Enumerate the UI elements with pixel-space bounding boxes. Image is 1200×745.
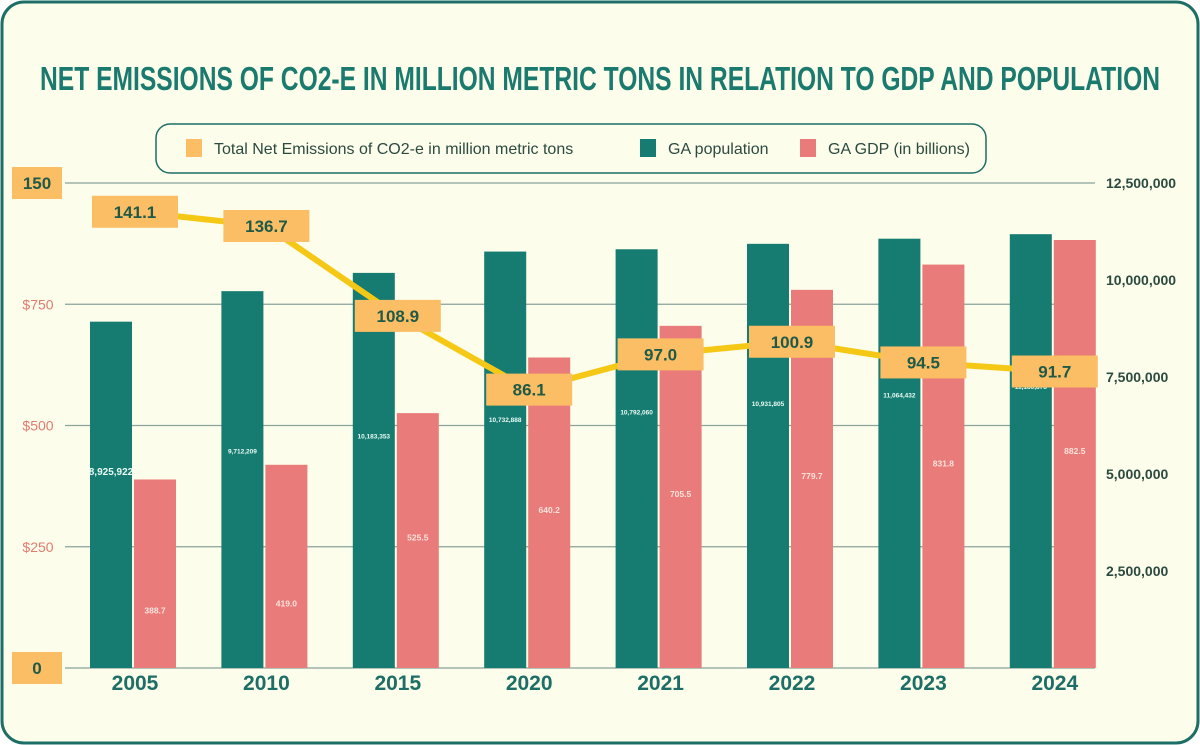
emissions-label-box: [354, 299, 441, 332]
emissions-label-box: [880, 346, 967, 379]
right-tick-label: 10,000,000: [1106, 272, 1176, 288]
population-bar: [878, 238, 921, 668]
x-tick-label: 2024: [1031, 672, 1078, 695]
emissions-label-box: [486, 373, 573, 406]
gdp-bar: [1053, 239, 1096, 669]
emissions-data-label: 97.0: [644, 345, 677, 364]
gdp-data-label: 705.5: [670, 489, 692, 499]
population-bar: [747, 243, 789, 669]
gdp-bar: [922, 264, 965, 668]
gdp-data-label: 388.7: [144, 606, 166, 616]
gdp-data-label: 525.5: [407, 533, 429, 543]
population-data-label: 10,183,353: [358, 433, 391, 440]
x-tick-label: 2005: [112, 672, 159, 695]
gdp-data-label: 882.5: [1064, 446, 1086, 456]
population-data-label: 8,925,922: [89, 467, 134, 478]
population-data-label: 11,180,878: [1015, 384, 1048, 391]
gdp-data-label: 831.8: [933, 458, 955, 468]
legend-label-emissions: Total Net Emissions of CO2-e in million …: [214, 141, 573, 158]
population-bar: [615, 249, 658, 668]
emissions-data-label: 86.1: [513, 381, 546, 400]
population-data-label: 10,931,805: [752, 401, 785, 408]
right-tick-label: 12,500,000: [1106, 175, 1176, 191]
emissions-label-box: [223, 210, 310, 243]
legend-label-gdp: GA GDP (in billions): [828, 141, 970, 158]
emissions-data-label: 94.5: [907, 353, 940, 372]
gdp-bar: [528, 357, 571, 668]
population-bar: [484, 251, 527, 668]
legend-swatch-population: [640, 139, 656, 157]
emissions-data-label: 91.7: [1038, 363, 1071, 382]
gdp-bar: [134, 479, 176, 668]
population-data-label: 10,732,888: [489, 417, 522, 424]
gdp-data-label: 779.7: [801, 471, 823, 481]
gdp-bar: [265, 464, 308, 668]
population-bar: [221, 291, 264, 668]
population-data-label: 9,712,209: [228, 449, 257, 456]
gdp-data-label: 419.0: [276, 598, 298, 608]
emissions-tick-box: [12, 652, 62, 684]
emissions-tick-label: 0: [32, 659, 41, 678]
emissions-label-box: [749, 325, 835, 358]
legend-label-population: GA population: [668, 141, 769, 158]
emissions-data-label: 100.9: [771, 333, 814, 352]
x-tick-label: 2020: [506, 672, 553, 695]
gdp-bar: [659, 325, 702, 668]
population-data-label: 11,064,432: [883, 392, 916, 399]
legend-box: [155, 123, 987, 174]
x-tick-label: 2023: [900, 672, 947, 695]
right-tick-label: 5,000,000: [1106, 466, 1168, 482]
emissions-label-box: [1011, 355, 1098, 388]
emissions-data-label: 108.9: [377, 307, 420, 326]
legend-swatch-emissions: [186, 139, 202, 157]
x-tick-label: 2015: [374, 672, 421, 695]
gdp-tick-label: $500: [22, 418, 53, 434]
population-data-label: 10,792,060: [620, 410, 653, 417]
x-tick-label: 2022: [769, 672, 816, 695]
population-bar: [352, 272, 395, 668]
gdp-tick-label: $750: [22, 296, 53, 312]
gdp-bar: [396, 413, 439, 668]
emissions-data-label: 136.7: [245, 217, 288, 236]
legend-swatch-gdp: [800, 139, 816, 157]
emissions-tick-label: 150: [23, 174, 51, 193]
gdp-data-label: 640.2: [539, 505, 561, 515]
population-bar: [90, 321, 132, 668]
gdp-tick-label: $250: [22, 539, 53, 555]
chart-title: NET EMISSIONS OF CO2-E IN MILLION METRIC…: [40, 60, 1160, 97]
x-tick-label: 2021: [637, 672, 684, 695]
right-tick-label: 2,500,000: [1106, 563, 1168, 579]
right-tick-label: 7,500,000: [1106, 369, 1168, 385]
legend: Total Net Emissions of CO2-e in million …: [155, 123, 987, 174]
emissions-tick-box: [12, 167, 62, 199]
emissions-label-box: [617, 338, 704, 371]
emissions-data-label: 141.1: [114, 203, 157, 222]
emissions-label-box: [92, 195, 178, 228]
population-bar: [1009, 234, 1052, 668]
x-tick-label: 2010: [243, 672, 290, 695]
